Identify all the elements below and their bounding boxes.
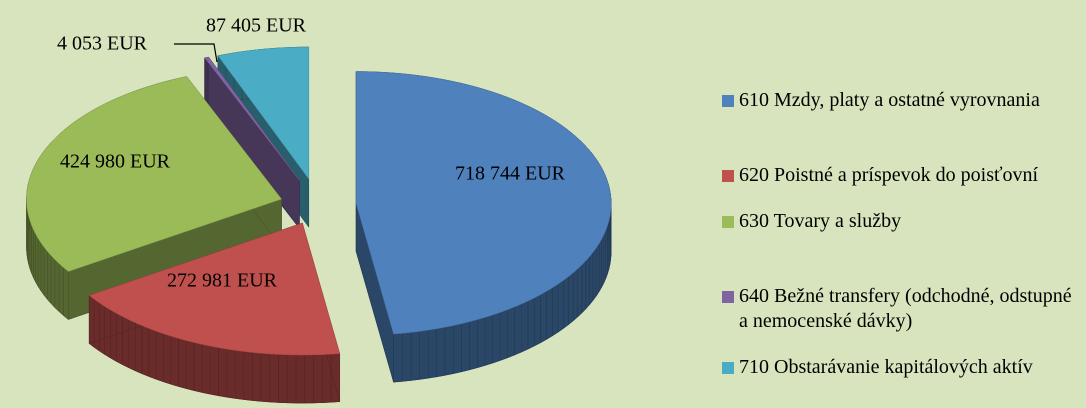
data-label: 272 981 EUR: [167, 270, 278, 292]
legend-label: 640 Bežné transfery (odchodné, odstupné …: [739, 285, 1072, 332]
data-label: 424 980 EUR: [60, 151, 171, 173]
slice: [217, 46, 310, 180]
data-label: 87 405 EUR: [206, 15, 307, 37]
legend-label: 620 Poistné a príspevok do poisťovní: [739, 164, 1039, 186]
slice: [355, 71, 612, 335]
legend-swatch: [722, 291, 734, 303]
legend-label: 610 Mzdy, platy a ostatné vyrovnania: [739, 89, 1040, 111]
data-label: 4 053 EUR: [57, 33, 148, 55]
legend-label: 710 Obstarávanie kapitálových aktív: [739, 356, 1033, 378]
legend-item: 620 Poistné a príspevok do poisťovní: [722, 163, 1082, 188]
slice: [88, 222, 341, 356]
data-label: 718 744 EUR: [455, 163, 566, 185]
legend-swatch: [722, 95, 734, 107]
slice: [204, 56, 300, 181]
legend-label: 630 Tovary a služby: [739, 210, 902, 232]
legend-swatch: [722, 362, 734, 374]
legend-item: 610 Mzdy, platy a ostatné vyrovnania: [722, 88, 1082, 113]
legend-swatch: [722, 170, 734, 182]
legend-swatch: [722, 216, 734, 228]
legend-item: 640 Bežné transfery (odchodné, odstupné …: [722, 284, 1082, 334]
legend-item: 710 Obstarávanie kapitálových aktív: [722, 355, 1082, 380]
slice: [26, 76, 282, 272]
leader-line: [174, 43, 218, 63]
legend-item: 630 Tovary a služby: [722, 209, 1082, 234]
chart: 718 744 EUR 272 981 EUR 424 980 EUR 4 053 E…: [26, 15, 612, 404]
